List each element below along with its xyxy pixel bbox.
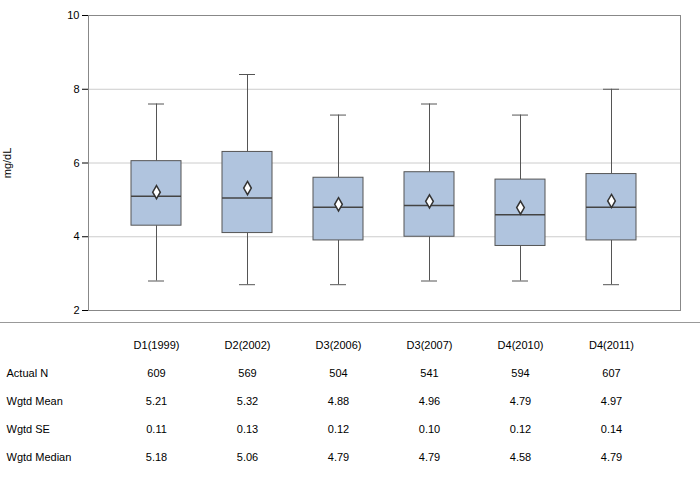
svg-text:4.58: 4.58 [510, 451, 531, 463]
svg-text:5.21: 5.21 [146, 395, 167, 407]
svg-text:504: 504 [329, 367, 347, 379]
svg-text:609: 609 [147, 367, 165, 379]
svg-text:0.12: 0.12 [328, 423, 349, 435]
svg-text:0.13: 0.13 [237, 423, 258, 435]
svg-text:Wgtd Mean: Wgtd Mean [7, 395, 63, 407]
svg-text:4.97: 4.97 [601, 395, 622, 407]
svg-text:5.32: 5.32 [237, 395, 258, 407]
svg-text:D4(2011): D4(2011) [589, 339, 634, 351]
svg-text:Actual N: Actual N [7, 367, 49, 379]
svg-text:4.79: 4.79 [328, 451, 349, 463]
svg-text:6: 6 [73, 157, 79, 169]
svg-text:Wgtd Median: Wgtd Median [7, 451, 72, 463]
svg-text:D4(2010): D4(2010) [498, 339, 544, 351]
svg-text:mg/dL: mg/dL [1, 148, 13, 179]
svg-text:5.18: 5.18 [146, 451, 167, 463]
svg-text:5.06: 5.06 [237, 451, 258, 463]
svg-text:4.79: 4.79 [601, 451, 622, 463]
svg-text:D1(1999): D1(1999) [134, 339, 180, 351]
svg-text:4.79: 4.79 [419, 451, 440, 463]
svg-text:D3(2007): D3(2007) [407, 339, 453, 351]
svg-text:8: 8 [73, 83, 79, 95]
svg-text:0.14: 0.14 [601, 423, 622, 435]
svg-text:569: 569 [238, 367, 256, 379]
svg-text:4.96: 4.96 [419, 395, 440, 407]
svg-text:2: 2 [73, 304, 79, 316]
svg-text:D3(2006): D3(2006) [316, 339, 362, 351]
svg-text:4.79: 4.79 [510, 395, 531, 407]
svg-text:4.88: 4.88 [328, 395, 349, 407]
svg-text:10: 10 [67, 9, 79, 21]
svg-text:0.11: 0.11 [146, 423, 167, 435]
svg-text:541: 541 [420, 367, 438, 379]
svg-text:0.12: 0.12 [510, 423, 531, 435]
svg-text:594: 594 [511, 367, 529, 379]
svg-text:D2(2002): D2(2002) [225, 339, 271, 351]
svg-text:Wgtd SE: Wgtd SE [7, 423, 50, 435]
svg-text:0.10: 0.10 [419, 423, 440, 435]
svg-text:607: 607 [602, 367, 620, 379]
svg-text:4: 4 [73, 230, 79, 242]
